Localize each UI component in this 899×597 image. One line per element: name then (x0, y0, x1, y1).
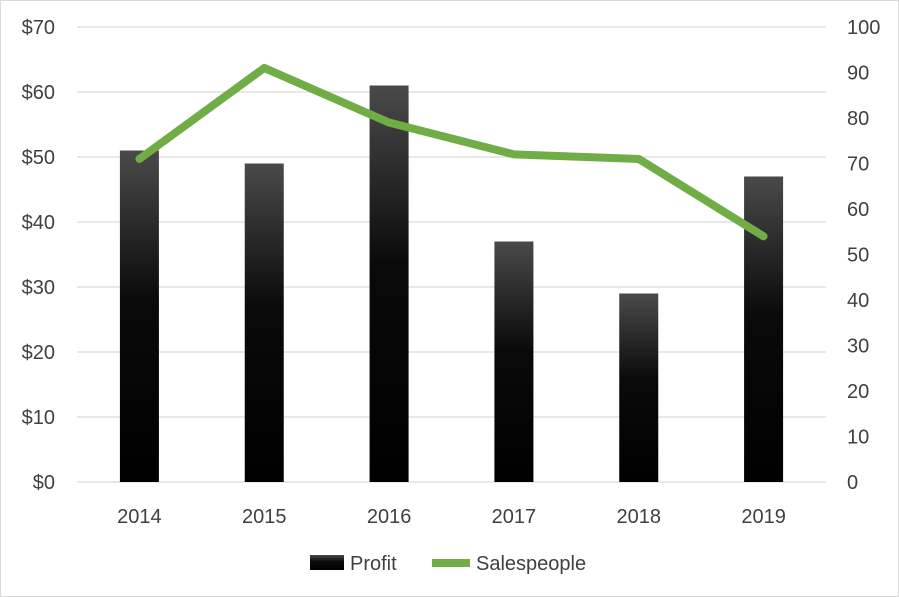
bar-profit-2018 (619, 293, 659, 482)
right-tick-label: 60 (847, 199, 869, 221)
x-tick-label: 2014 (117, 506, 162, 528)
gridlines (77, 26, 826, 483)
bar-profit-2019 (744, 176, 784, 482)
right-tick-label: 50 (847, 245, 869, 267)
right-tick-label: 70 (847, 154, 869, 176)
profit-bars (119, 85, 784, 482)
right-axis-ticks: 0 10 20 30 40 50 60 70 80 90 100 (847, 17, 880, 494)
legend-label-profit: Profit (350, 553, 397, 575)
point-salespeople-2019 (763, 235, 765, 237)
bar-profit-2016 (369, 85, 409, 482)
right-tick-label: 40 (847, 290, 869, 312)
x-tick-label: 2015 (242, 506, 287, 528)
bar-profit-2014 (119, 150, 159, 482)
legend-label-salespeople: Salespeople (476, 553, 586, 575)
legend-swatch-profit (310, 555, 344, 570)
left-tick-label: $20 (22, 342, 55, 364)
point-salespeople-2015 (263, 67, 265, 69)
x-axis-ticks: 2014 2015 2016 2017 2018 2019 (117, 506, 786, 528)
left-tick-label: $50 (22, 147, 55, 169)
x-tick-label: 2017 (492, 506, 537, 528)
point-salespeople-2018 (638, 158, 640, 160)
left-tick-label: $70 (22, 17, 55, 39)
left-tick-label: $40 (22, 212, 55, 234)
right-tick-label: 20 (847, 381, 869, 403)
right-tick-label: 10 (847, 427, 869, 449)
left-tick-label: $10 (22, 407, 55, 429)
point-salespeople-2014 (138, 158, 140, 160)
left-tick-label: $60 (22, 82, 55, 104)
line-salespeople (135, 63, 768, 241)
x-tick-label: 2018 (617, 506, 662, 528)
point-salespeople-2016 (388, 122, 390, 124)
right-tick-label: 0 (847, 472, 858, 494)
right-tick-label: 90 (847, 63, 869, 85)
right-tick-label: 100 (847, 17, 880, 39)
legend: Profit Salespeople (310, 553, 586, 575)
x-tick-label: 2019 (741, 506, 786, 528)
salespeople-line (135, 63, 768, 241)
right-tick-label: 30 (847, 336, 869, 358)
left-tick-label: $30 (22, 277, 55, 299)
bar-profit-2015 (244, 163, 284, 482)
right-tick-label: 80 (847, 108, 869, 130)
x-tick-label: 2016 (367, 506, 412, 528)
bar-profit-2017 (494, 241, 534, 482)
point-salespeople-2017 (513, 153, 515, 155)
left-axis-ticks: $0 $10 $20 $30 $40 $50 $60 $70 (22, 17, 55, 494)
left-tick-label: $0 (33, 472, 55, 494)
